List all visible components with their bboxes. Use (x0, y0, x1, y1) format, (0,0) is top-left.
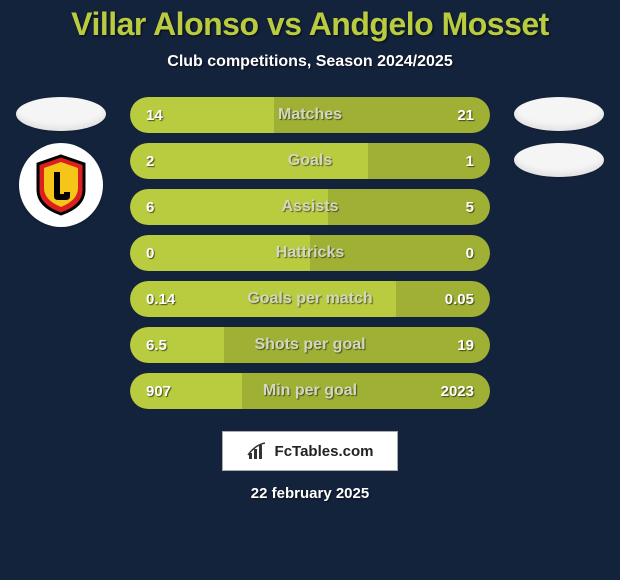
stat-bar-left (130, 327, 224, 363)
stat-label: Matches (278, 106, 342, 124)
stat-value-right: 0.05 (445, 291, 474, 308)
chart-icon (247, 441, 269, 461)
subtitle: Club competitions, Season 2024/2025 (0, 53, 620, 71)
stat-value-left: 6.5 (146, 337, 167, 354)
stat-value-right: 2023 (441, 383, 474, 400)
stat-label: Min per goal (263, 382, 357, 400)
club-logo-placeholder (16, 97, 106, 131)
stat-row: 14 Matches 21 (130, 97, 490, 133)
stat-value-right: 1 (466, 153, 474, 170)
date-text: 22 february 2025 (0, 485, 620, 502)
club-logo-placeholder (514, 143, 604, 177)
stat-value-left: 0.14 (146, 291, 175, 308)
stat-value-right: 5 (466, 199, 474, 216)
stat-value-left: 6 (146, 199, 154, 216)
stat-rows: 14 Matches 21 2 Goals 1 6 Assists 5 0 Hattricks 0 0.… (130, 97, 490, 409)
stat-row: 6.5 Shots per goal 19 (130, 327, 490, 363)
stat-row: 0.14 Goals per match 0.05 (130, 281, 490, 317)
club-logo-placeholder (514, 97, 604, 131)
stat-row: 0 Hattricks 0 (130, 235, 490, 271)
stat-row: 907 Min per goal 2023 (130, 373, 490, 409)
stat-row: 6 Assists 5 (130, 189, 490, 225)
stat-label: Goals (288, 152, 332, 170)
stat-value-left: 0 (146, 245, 154, 262)
stat-bar-right (396, 281, 490, 317)
stat-value-left: 14 (146, 107, 163, 124)
stat-value-right: 0 (466, 245, 474, 262)
stat-label: Goals per match (247, 290, 372, 308)
stat-row: 2 Goals 1 (130, 143, 490, 179)
comparison-body: 14 Matches 21 2 Goals 1 6 Assists 5 0 Hattricks 0 0.… (0, 97, 620, 409)
shield-icon (34, 154, 88, 216)
stat-value-left: 2 (146, 153, 154, 170)
page-title: Villar Alonso vs Andgelo Mosset (0, 6, 620, 43)
stat-value-left: 907 (146, 383, 171, 400)
brand-text: FcTables.com (275, 443, 374, 460)
comparison-infographic: Villar Alonso vs Andgelo Mosset Club com… (0, 0, 620, 580)
player-right-logos (514, 97, 604, 177)
stat-label: Hattricks (276, 244, 344, 262)
stat-value-right: 19 (457, 337, 474, 354)
brand-footer: FcTables.com (222, 431, 398, 471)
stat-label: Assists (282, 198, 339, 216)
club-shield-logo (19, 143, 103, 227)
stat-label: Shots per goal (254, 336, 365, 354)
player-left-logos (16, 97, 106, 227)
stat-value-right: 21 (457, 107, 474, 124)
